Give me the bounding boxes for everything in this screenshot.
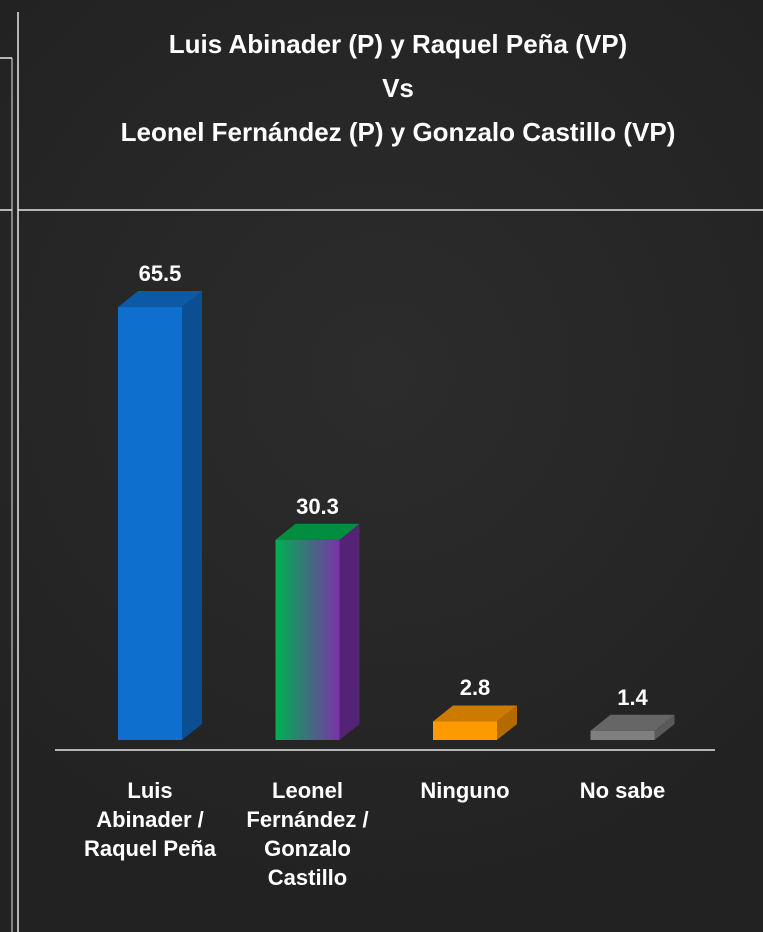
bar-top	[275, 523, 360, 540]
chart-title: Vs	[382, 73, 414, 103]
chart-title: Leonel Fernández (P) y Gonzalo Castillo …	[120, 117, 676, 147]
bar	[275, 523, 360, 740]
value-label: 1.4	[617, 684, 648, 710]
bar-front	[275, 539, 340, 740]
bar-front	[433, 721, 497, 740]
x-tick-label: Leonel Fernández / Gonzalo Castillo	[246, 778, 369, 890]
x-tick-label: No sabe	[579, 778, 666, 803]
bar-top	[433, 705, 517, 722]
bar-front	[118, 307, 182, 740]
x-tick-label: Ninguno	[420, 778, 510, 803]
chart-title: Luis Abinader (P) y Raquel Peña (VP)	[168, 29, 628, 59]
bar	[433, 705, 517, 740]
bar-side	[182, 291, 202, 740]
bar-side	[497, 705, 517, 740]
bar	[118, 291, 202, 740]
bar-side	[654, 714, 675, 740]
value-label: 30.3	[296, 493, 339, 519]
value-label: 65.5	[138, 261, 182, 287]
x-tick-label: Luis Abinader / Raquel Peña	[83, 778, 217, 861]
value-label: 2.8	[459, 675, 491, 701]
bar-top	[118, 291, 202, 308]
bar-side	[339, 523, 360, 740]
bar	[590, 714, 675, 740]
bar-front	[590, 730, 655, 740]
bar-top	[590, 714, 675, 731]
